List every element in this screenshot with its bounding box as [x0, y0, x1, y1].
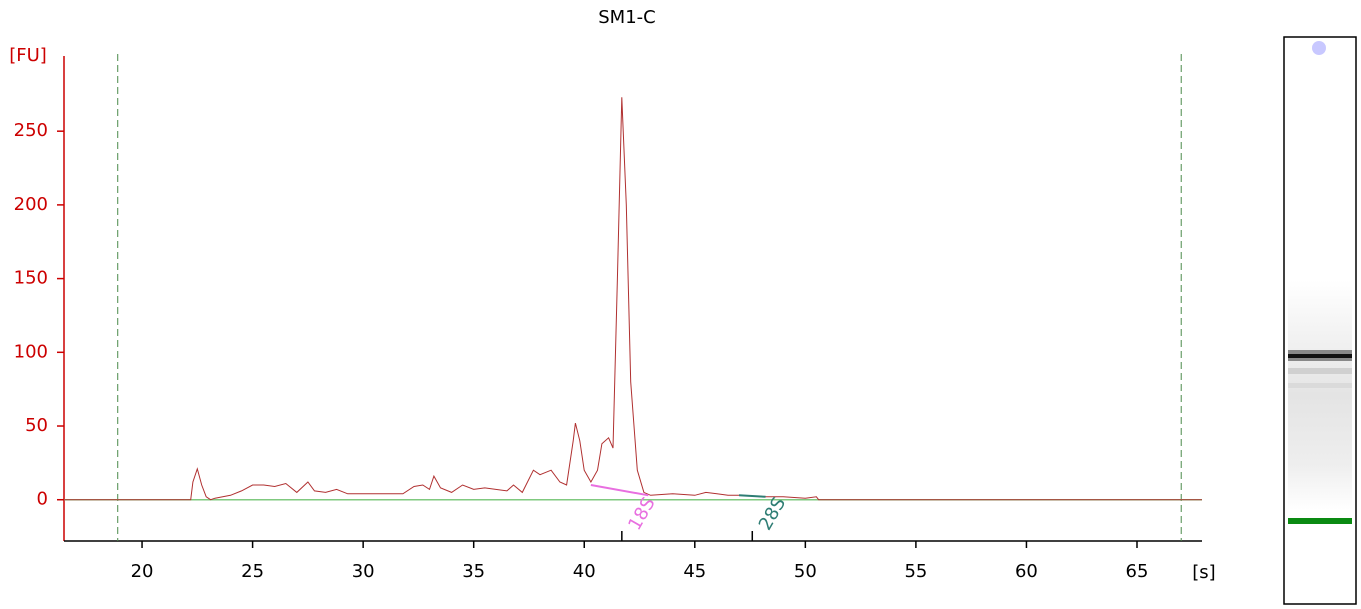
- gel-band: [1288, 383, 1352, 388]
- trace: [64, 97, 1202, 501]
- peak-baseline: [590, 483, 649, 497]
- gel-band: [1288, 350, 1352, 354]
- y-tick-label: 50: [25, 415, 48, 436]
- y-axis-label: [FU]: [9, 45, 47, 66]
- chart-title: SM1-C: [598, 7, 655, 28]
- x-tick-label: 50: [794, 561, 817, 582]
- y-tick-label: 200: [14, 194, 48, 215]
- gel-lane: [1283, 36, 1357, 605]
- x-tick-label: 35: [462, 561, 485, 582]
- x-tick-label: 45: [683, 561, 706, 582]
- gel-marker-band: [1288, 518, 1352, 524]
- x-tick-label: 25: [241, 561, 264, 582]
- y-tick-label: 150: [14, 268, 48, 289]
- y-tick-label: 250: [14, 120, 48, 141]
- x-tick-label: 30: [352, 561, 375, 582]
- gel-spot: [1312, 41, 1326, 55]
- gel-smear: [1288, 280, 1352, 510]
- x-tick-label: 60: [1015, 561, 1038, 582]
- x-tick-label: 55: [904, 561, 927, 582]
- y-tick-label: 100: [14, 341, 48, 362]
- gel-band: [1288, 358, 1352, 361]
- gel-band: [1288, 368, 1352, 374]
- x-axis-label: [s]: [1192, 562, 1215, 583]
- x-tick-label: 65: [1126, 561, 1149, 582]
- peak-baseline: [738, 494, 766, 498]
- gel-band: [1288, 354, 1352, 358]
- x-tick-label: 40: [573, 561, 596, 582]
- y-tick-label: 0: [37, 489, 48, 510]
- x-tick-label: 20: [131, 561, 154, 582]
